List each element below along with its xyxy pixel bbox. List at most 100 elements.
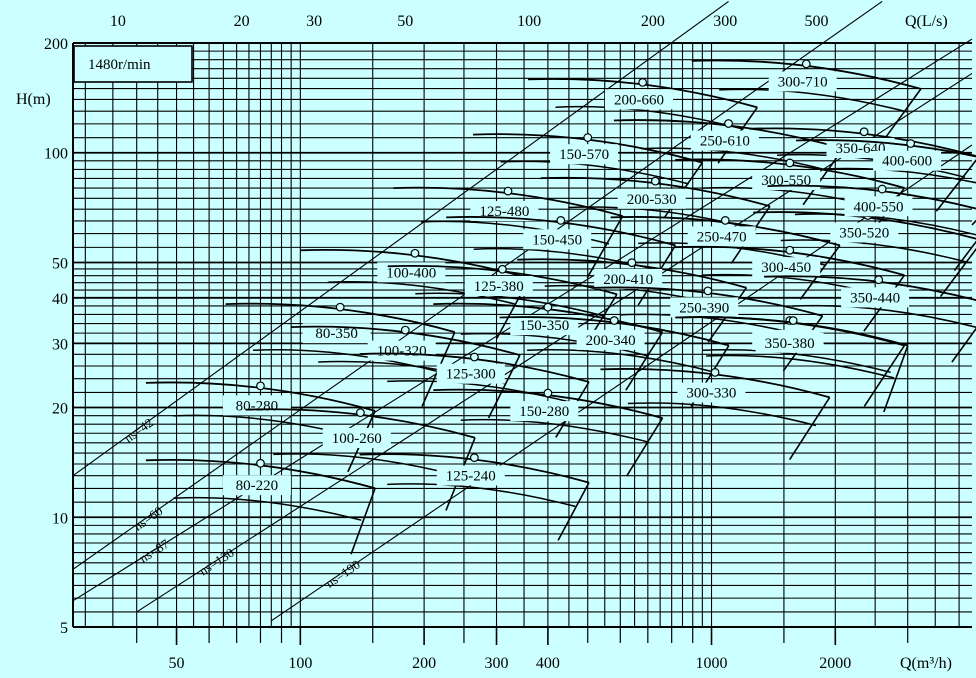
pump-label: 80-350: [315, 326, 358, 342]
x-axis-label-bottom: Q(m³/h): [900, 655, 952, 672]
pump-curve-bottom: [273, 453, 462, 478]
pump-curve-bottom: [327, 281, 516, 306]
pump-bep-marker: [703, 286, 713, 296]
x-tick-label: 100: [288, 655, 312, 672]
pump-label-bg: [510, 315, 579, 336]
pump-bep-marker: [874, 275, 884, 285]
pump-label: 300-330: [686, 386, 736, 402]
ns-line-label: ns=130: [196, 545, 236, 578]
pump-curve-bottom: [460, 418, 649, 443]
pump-bep-marker: [801, 59, 811, 69]
pump-label: 100-260: [332, 431, 382, 447]
x-top-tick-label: 500: [804, 13, 828, 30]
pump-bep-marker: [638, 78, 648, 87]
x-top-tick-label: 20: [234, 13, 250, 30]
tick-labels: 50 100 200 300 400 1000 2000 10 20 30 50 100 200 300 5…: [44, 13, 909, 672]
pump-label-bg: [768, 71, 837, 92]
pump-bep-marker: [356, 408, 365, 418]
pump-label-bg: [367, 340, 436, 361]
pump-label-bg: [470, 201, 539, 221]
pump-label: 100-400: [386, 265, 436, 281]
pump-label: 300-450: [761, 260, 811, 276]
pump-bep-marker: [543, 302, 553, 312]
pump-curve-bottom: [706, 354, 895, 379]
pump-curve-side: [625, 331, 664, 391]
speed-label: 1480r/min: [88, 57, 151, 73]
pump-curve-bottom: [460, 332, 649, 357]
pump-curve-bottom: [415, 292, 604, 317]
pump-curve-bottom: [719, 88, 908, 113]
pump-bep-marker: [859, 127, 869, 137]
pump-bep-marker: [650, 176, 660, 186]
pump-bep-marker: [410, 248, 420, 258]
pump-bep-marker: [785, 158, 795, 168]
pump-label: 250-610: [700, 134, 750, 150]
pump-bep-marker: [497, 264, 507, 274]
pump-label-bg: [617, 188, 686, 209]
pump-curve-bottom: [627, 402, 817, 427]
pump-curve-side: [971, 219, 976, 226]
pump-label: 100-320: [377, 344, 427, 360]
y-tick-label: 200: [44, 36, 68, 53]
y-tick-label: 30: [52, 336, 68, 353]
pump-label: 125-240: [446, 469, 496, 485]
pump-curve-side: [883, 345, 909, 413]
pump-label: 200-660: [614, 92, 664, 108]
pump-curve-bottom: [387, 483, 576, 508]
pump-curve-side: [788, 396, 831, 460]
pump-curve-side: [586, 215, 624, 279]
pump-bep-marker: [256, 458, 265, 468]
pump-bep-marker: [469, 453, 479, 463]
pump-label-bg: [222, 395, 291, 416]
pump-label-bg: [222, 475, 291, 496]
pump-bep-marker: [710, 368, 720, 377]
pump-curve-side: [350, 488, 376, 555]
pump-curve-bottom: [555, 105, 744, 130]
pump-bep-marker: [877, 184, 887, 194]
pump-label: 125-300: [446, 367, 496, 383]
pump-curve-side: [625, 417, 664, 477]
pump-curve-side: [935, 158, 976, 212]
x-top-tick-label: 50: [397, 13, 413, 30]
pump-label-bg: [605, 89, 673, 110]
pump-label-bg: [377, 262, 446, 283]
y-axis-label: H(m): [16, 91, 51, 108]
pump-label-bg: [670, 297, 739, 318]
pump-label-bg: [594, 268, 663, 289]
x-tick-label: 50: [169, 655, 185, 672]
pump-bep-marker: [720, 215, 730, 225]
pump-curve-bottom: [791, 304, 976, 328]
pump-label-bg: [830, 222, 899, 243]
pump-label: 400-550: [854, 199, 904, 215]
pump-label: 125-480: [479, 204, 529, 220]
pump-label: 125-380: [474, 279, 524, 295]
pump-label-bg: [523, 229, 592, 250]
pump-curve-bottom: [702, 349, 891, 374]
pump-label-bg: [841, 287, 910, 308]
pump-curve-bottom: [823, 167, 976, 184]
pump-bep-marker: [609, 316, 619, 325]
pump-label: 200-530: [627, 192, 677, 208]
pump-bep-marker: [906, 139, 916, 148]
pump-bep-marker: [503, 186, 513, 196]
pump-bep-marker: [400, 325, 410, 335]
pump-label: 350-520: [839, 226, 889, 242]
y-tick-label: 5: [60, 620, 68, 637]
pump-curve-bottom: [776, 153, 966, 178]
pump-label: 150-450: [532, 232, 582, 248]
pump-label-bg: [687, 226, 756, 247]
pump-label: 350-640: [836, 141, 886, 157]
pump-label-bg: [755, 332, 824, 353]
x-top-tick-label: 10: [110, 13, 126, 30]
pump-label: 300-710: [778, 74, 828, 90]
pump-bep-marker: [543, 388, 553, 398]
pump-bep-marker: [256, 381, 265, 391]
pump-label: 250-390: [679, 300, 729, 316]
y-tick-label: 40: [52, 291, 68, 308]
pump-bep-marker: [583, 133, 593, 142]
pump-bep-marker: [469, 352, 479, 362]
pump-label: 200-340: [586, 333, 636, 349]
ns-line-label: ns=87: [137, 536, 172, 566]
x-tick-label: 1000: [696, 655, 728, 672]
